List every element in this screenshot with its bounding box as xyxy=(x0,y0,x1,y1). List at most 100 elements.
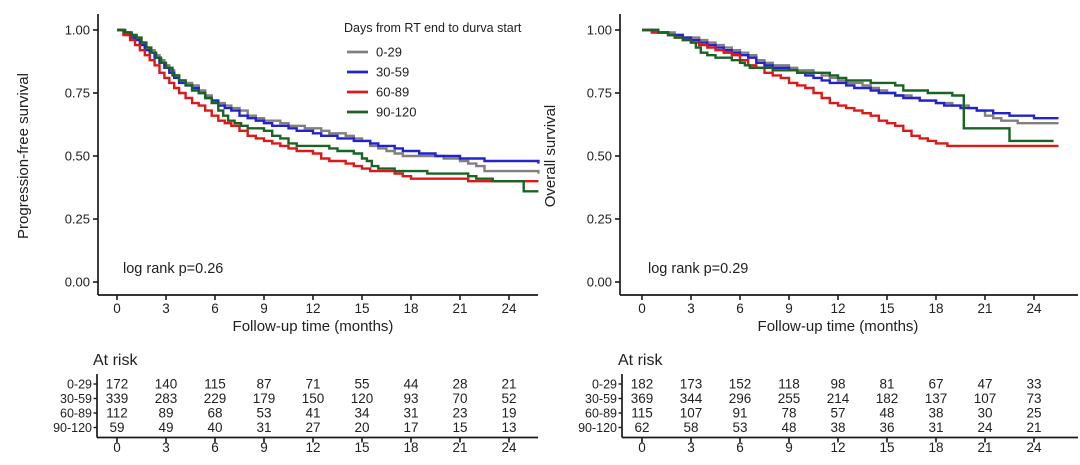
risk-count: 23 xyxy=(452,406,467,421)
survival-curve-0-29 xyxy=(117,28,540,174)
x-tick-label: 6 xyxy=(736,301,744,316)
risk-count: 339 xyxy=(106,391,129,406)
x-tick-label: 3 xyxy=(162,301,170,316)
x-tick-label: 15 xyxy=(879,301,894,316)
risk-count: 31 xyxy=(403,406,418,421)
y-tick-label: 0.00 xyxy=(587,275,612,290)
risk-count: 182 xyxy=(631,377,654,392)
risk-count: 107 xyxy=(974,391,997,406)
risk-count: 15 xyxy=(452,420,467,435)
risk-count: 49 xyxy=(158,420,173,435)
risk-count: 27 xyxy=(305,420,320,435)
risk-count: 41 xyxy=(305,406,320,421)
risk-count: 173 xyxy=(680,377,703,392)
risk-count: 369 xyxy=(631,391,654,406)
risk-count: 33 xyxy=(1026,377,1041,392)
risk-count: 28 xyxy=(452,377,467,392)
risk-count: 89 xyxy=(158,406,173,421)
risk-count: 21 xyxy=(1026,420,1041,435)
y-tick-label: 1.00 xyxy=(65,23,90,38)
risk-count: 73 xyxy=(1026,391,1041,406)
log-rank-annotation: log rank p=0.26 xyxy=(123,261,223,277)
survival-curve-60-89 xyxy=(117,28,539,183)
risk-count: 30 xyxy=(977,406,992,421)
risk-x-tick-label: 24 xyxy=(501,440,517,455)
x-tick-label: 21 xyxy=(452,301,467,316)
risk-count: 34 xyxy=(354,406,370,421)
risk-count: 59 xyxy=(109,420,124,435)
risk-row-label: 0-29 xyxy=(67,378,92,392)
risk-count: 87 xyxy=(256,377,271,392)
x-tick-label: 18 xyxy=(403,301,418,316)
risk-count: 229 xyxy=(204,391,227,406)
risk-x-tick-label: 6 xyxy=(211,440,219,455)
risk-count: 31 xyxy=(256,420,271,435)
risk-count: 179 xyxy=(253,391,276,406)
risk-count: 55 xyxy=(354,377,369,392)
survival-curve-30-59 xyxy=(642,28,1059,120)
y-tick-label: 1.00 xyxy=(587,23,612,38)
risk-count: 52 xyxy=(501,391,516,406)
risk-count: 70 xyxy=(452,391,467,406)
risk-count: 67 xyxy=(928,377,943,392)
risk-count: 53 xyxy=(256,406,271,421)
survival-curve-90-120 xyxy=(117,28,539,193)
risk-x-tick-label: 12 xyxy=(830,440,845,455)
risk-row-label: 90-120 xyxy=(578,421,617,435)
risk-count: 21 xyxy=(501,377,516,392)
risk-row-label: 30-59 xyxy=(60,392,92,406)
x-tick-label: 0 xyxy=(638,301,646,316)
risk-count: 40 xyxy=(207,420,222,435)
risk-count: 182 xyxy=(876,391,899,406)
risk-row-label: 90-120 xyxy=(53,421,92,435)
risk-count: 115 xyxy=(631,406,653,421)
risk-count: 107 xyxy=(680,406,703,421)
at-risk-title: At risk xyxy=(93,352,138,369)
y-axis-title: Progression-free survival xyxy=(15,73,32,239)
risk-count: 112 xyxy=(106,406,128,421)
legend-title: Days from RT end to durva start xyxy=(344,21,522,35)
risk-x-tick-label: 18 xyxy=(928,440,943,455)
risk-count: 115 xyxy=(204,377,226,392)
legend-label: 90-120 xyxy=(376,105,416,120)
risk-count: 48 xyxy=(879,406,894,421)
risk-count: 25 xyxy=(1026,406,1041,421)
risk-count: 48 xyxy=(781,420,796,435)
x-tick-label: 3 xyxy=(687,301,695,316)
risk-count: 47 xyxy=(977,377,992,392)
risk-count: 214 xyxy=(827,391,850,406)
risk-count: 172 xyxy=(106,377,129,392)
risk-count: 91 xyxy=(732,406,747,421)
y-tick-label: 0.25 xyxy=(65,212,90,227)
risk-x-tick-label: 3 xyxy=(687,440,695,455)
legend-label: 30-59 xyxy=(376,65,409,80)
risk-x-tick-label: 0 xyxy=(113,440,121,455)
risk-count: 120 xyxy=(351,391,374,406)
survival-curve-90-120 xyxy=(642,28,1054,143)
panel-progression-free-survival: 1.00 0.75 0.50 0.25 0.00 0 3 6 9 12 15 18 21 24 Follow… xyxy=(15,14,540,455)
risk-count: 13 xyxy=(501,420,516,435)
risk-x-tick-label: 12 xyxy=(305,440,320,455)
x-tick-label: 12 xyxy=(830,301,845,316)
risk-count: 255 xyxy=(778,391,801,406)
y-axis-title: Overall survival xyxy=(542,105,559,208)
risk-count: 31 xyxy=(928,420,943,435)
risk-count: 58 xyxy=(683,420,698,435)
risk-x-tick-label: 9 xyxy=(785,440,793,455)
x-axis-title: Follow-up time (months) xyxy=(233,318,394,335)
risk-count: 81 xyxy=(879,377,894,392)
at-risk-title: At risk xyxy=(618,352,663,369)
risk-count: 118 xyxy=(778,377,800,392)
risk-count: 62 xyxy=(634,420,649,435)
risk-count: 57 xyxy=(830,406,845,421)
legend-label: 0-29 xyxy=(376,45,402,60)
risk-count: 93 xyxy=(403,391,418,406)
x-tick-label: 12 xyxy=(305,301,320,316)
risk-count: 296 xyxy=(729,391,752,406)
os-plot: 1.000.750.500.250.000 3 6 9 12 15 18 21 24Follow… xyxy=(542,14,1078,455)
risk-x-tick-label: 3 xyxy=(162,440,170,455)
risk-count: 78 xyxy=(781,406,796,421)
risk-count: 152 xyxy=(729,377,752,392)
x-axis-title: Follow-up time (months) xyxy=(758,318,919,335)
